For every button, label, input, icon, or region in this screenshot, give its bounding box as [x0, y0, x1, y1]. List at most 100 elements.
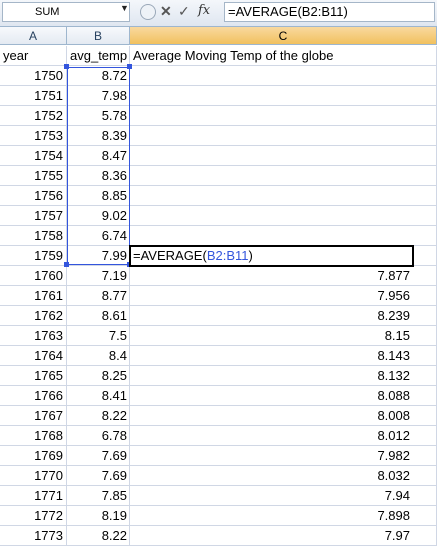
expand-circle-icon[interactable]	[140, 4, 156, 20]
chevron-down-icon[interactable]: ▼	[120, 3, 129, 13]
cell-a[interactable]: 1760	[0, 266, 67, 286]
table-row: 1752 5.78	[0, 106, 437, 126]
cell-c[interactable]: 8.012	[130, 426, 437, 446]
cell-b[interactable]: 7.69	[67, 446, 130, 466]
enter-icon[interactable]: ✓	[178, 3, 190, 19]
cell-a[interactable]: 1767	[0, 406, 67, 426]
cell-c[interactable]	[130, 86, 437, 106]
cell-a[interactable]: 1772	[0, 506, 67, 526]
cell-b[interactable]: 8.47	[67, 146, 130, 166]
cell-c[interactable]: 8.143	[130, 346, 437, 366]
cell-a[interactable]: 1770	[0, 466, 67, 486]
cell-a[interactable]: 1769	[0, 446, 67, 466]
cell-a[interactable]: 1751	[0, 86, 67, 106]
cell-a[interactable]: 1764	[0, 346, 67, 366]
cell-c[interactable]: 7.956	[130, 286, 437, 306]
cell-c[interactable]: 7.877	[130, 266, 437, 286]
cell-b[interactable]: 7.5	[67, 326, 130, 346]
cell-c[interactable]	[130, 186, 437, 206]
cell-b[interactable]: 8.39	[67, 126, 130, 146]
cell-b[interactable]: 8.77	[67, 286, 130, 306]
cell-b[interactable]: 7.98	[67, 86, 130, 106]
cell-a[interactable]: 1761	[0, 286, 67, 306]
cell-a[interactable]: 1756	[0, 186, 67, 206]
cell-a[interactable]: year	[0, 46, 67, 66]
table-row: 1762 8.61 8.239	[0, 306, 437, 326]
table-row: 1772 8.19 7.898	[0, 506, 437, 526]
cell-b[interactable]: 8.61	[67, 306, 130, 326]
cell-b[interactable]: 5.78	[67, 106, 130, 126]
cell-b[interactable]: 6.74	[67, 226, 130, 246]
range-handle[interactable]	[127, 64, 132, 69]
table-row: year avg_temp Average Moving Temp of the g…	[0, 46, 437, 66]
range-handle[interactable]	[64, 262, 69, 267]
cell-a[interactable]: 1766	[0, 386, 67, 406]
cell-b[interactable]: 8.85	[67, 186, 130, 206]
cell-b[interactable]: 8.4	[67, 346, 130, 366]
column-header-c[interactable]: C	[130, 27, 437, 45]
range-handle[interactable]	[127, 262, 132, 267]
cell-a[interactable]: 1754	[0, 146, 67, 166]
cell-b[interactable]: 9.02	[67, 206, 130, 226]
cell-a[interactable]: 1752	[0, 106, 67, 126]
cell-a[interactable]: 1762	[0, 306, 67, 326]
cell-c[interactable]: 8.008	[130, 406, 437, 426]
cell-c[interactable]	[130, 66, 437, 86]
table-row: 1756 8.85	[0, 186, 437, 206]
table-row: 1760 7.19 7.877	[0, 266, 437, 286]
cell-c[interactable]: 8.15	[130, 326, 437, 346]
table-row: 1751 7.98	[0, 86, 437, 106]
cell-c[interactable]: 8.132	[130, 366, 437, 386]
cell-b[interactable]: 8.41	[67, 386, 130, 406]
range-handle[interactable]	[64, 64, 69, 69]
cell-c[interactable]	[130, 166, 437, 186]
cell-c[interactable]: 7.898	[130, 506, 437, 526]
cell-b[interactable]: 8.25	[67, 366, 130, 386]
cell-a[interactable]: 1757	[0, 206, 67, 226]
cell-a[interactable]: 1758	[0, 226, 67, 246]
cell-b[interactable]: 8.22	[67, 526, 130, 546]
cell-c[interactable]	[130, 146, 437, 166]
formula-input[interactable]: =AVERAGE(B2:B11)	[224, 2, 435, 22]
cell-c[interactable]	[130, 206, 437, 226]
cell-c[interactable]: 7.982	[130, 446, 437, 466]
table-row: 1770 7.69 8.032	[0, 466, 437, 486]
cell-a[interactable]: 1753	[0, 126, 67, 146]
cell-b[interactable]: 8.22	[67, 406, 130, 426]
cell-a[interactable]: 1765	[0, 366, 67, 386]
name-box[interactable]: SUM	[2, 2, 130, 22]
cell-a[interactable]: 1750	[0, 66, 67, 86]
column-header-b[interactable]: B	[67, 27, 130, 45]
insert-function-icon[interactable]: fx	[198, 3, 211, 18]
cell-a[interactable]: 1768	[0, 426, 67, 446]
cell-b[interactable]: 7.85	[67, 486, 130, 506]
cell-b[interactable]: 7.69	[67, 466, 130, 486]
cell-b[interactable]: 8.19	[67, 506, 130, 526]
cell-b[interactable]: 7.99	[67, 246, 130, 266]
cell-b[interactable]: avg_temp	[67, 46, 130, 66]
cell-a[interactable]: 1759	[0, 246, 67, 266]
formula-range-ref: B2:B11	[206, 248, 249, 263]
cell-c[interactable]	[130, 106, 437, 126]
table-row: 1758 6.74	[0, 226, 437, 246]
cell-c[interactable]: Average Moving Temp of the globe	[130, 46, 437, 66]
cell-b[interactable]: 7.19	[67, 266, 130, 286]
cell-c[interactable]	[130, 226, 437, 246]
cancel-icon[interactable]: ✕	[160, 3, 172, 19]
cell-b[interactable]: 8.36	[67, 166, 130, 186]
table-row: 1761 8.77 7.956	[0, 286, 437, 306]
cell-c[interactable]: 8.032	[130, 466, 437, 486]
cell-c[interactable]: 8.239	[130, 306, 437, 326]
cell-a[interactable]: 1763	[0, 326, 67, 346]
cell-c[interactable]: 7.97	[130, 526, 437, 546]
column-header-a[interactable]: A	[0, 27, 67, 45]
cell-a[interactable]: 1771	[0, 486, 67, 506]
cell-c[interactable]: 7.94	[130, 486, 437, 506]
cell-a[interactable]: 1755	[0, 166, 67, 186]
cell-c[interactable]	[130, 126, 437, 146]
formula-prefix: =AVERAGE(	[133, 248, 207, 263]
cell-b[interactable]: 6.78	[67, 426, 130, 446]
cell-b[interactable]: 8.72	[67, 66, 130, 86]
cell-c[interactable]: 8.088	[130, 386, 437, 406]
cell-a[interactable]: 1773	[0, 526, 67, 546]
